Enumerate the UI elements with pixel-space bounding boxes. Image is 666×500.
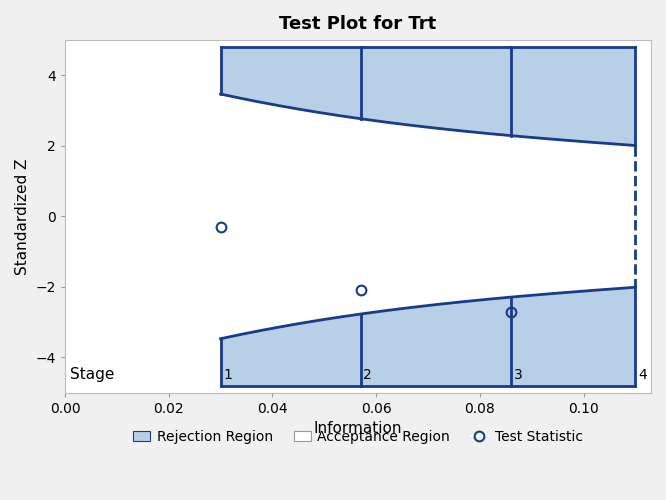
- Legend: Rejection Region, Acceptance Region, Test Statistic: Rejection Region, Acceptance Region, Tes…: [128, 424, 588, 449]
- X-axis label: Information: Information: [314, 421, 402, 436]
- Y-axis label: Standardized Z: Standardized Z: [15, 158, 30, 274]
- Text: 4: 4: [638, 368, 647, 382]
- Text: 2: 2: [363, 368, 372, 382]
- Text: 1: 1: [223, 368, 232, 382]
- Text: 3: 3: [513, 368, 522, 382]
- Text: Stage: Stage: [70, 367, 115, 382]
- Title: Test Plot for Trt: Test Plot for Trt: [279, 15, 437, 33]
